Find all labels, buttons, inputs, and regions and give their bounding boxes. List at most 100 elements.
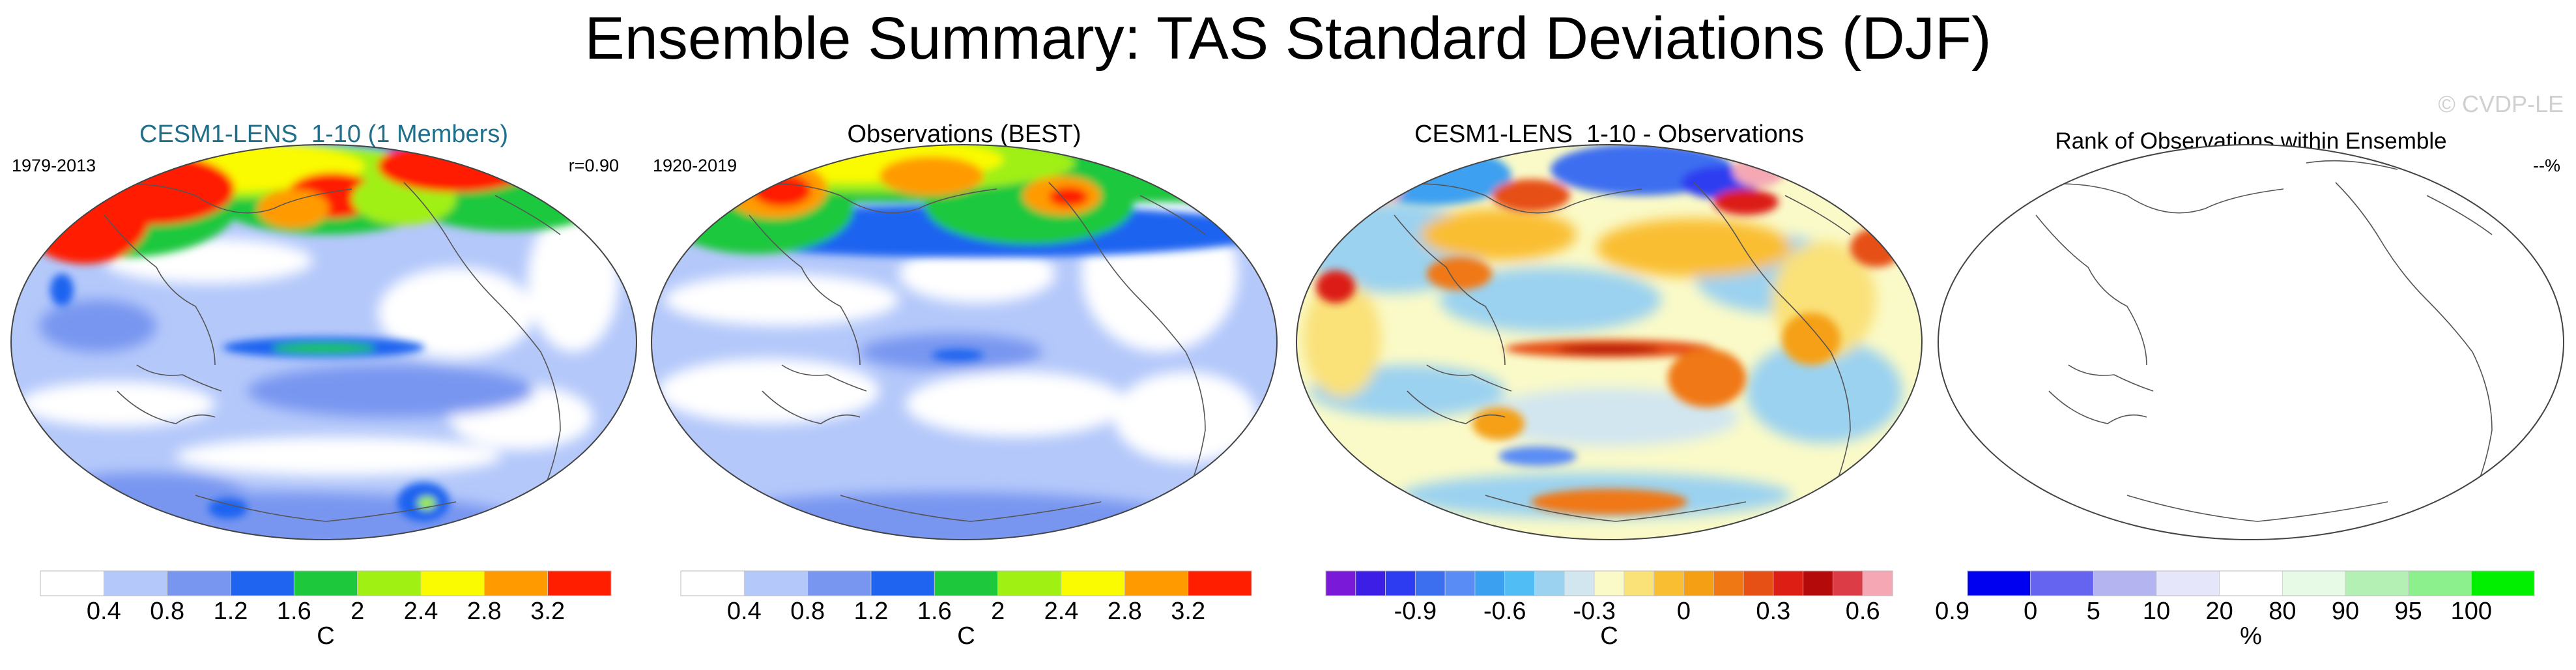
colorbar-tick-label: 95: [2395, 598, 2422, 625]
colorbar-frame: [1967, 570, 2535, 596]
panel-period-label: 1979-2013: [12, 156, 96, 175]
colorbar-tick-label: -0.3: [1573, 598, 1615, 625]
colorbar-unit: %: [2240, 622, 2262, 650]
colorbar-box: [1803, 570, 1833, 596]
colorbar-tick-label: 0.6: [1846, 598, 1880, 625]
colorbar-tick-label: 100: [2451, 598, 2492, 625]
panel-correlation-label: r=0.90: [569, 156, 619, 175]
colorbar-frame: [680, 570, 1252, 596]
colorbar-box: [2093, 570, 2157, 596]
colorbar-box: [2156, 570, 2220, 596]
colorbar-box: [103, 570, 168, 596]
colorbar-tick-label: 2: [991, 598, 1005, 625]
colorbar-tick-label: 0.4: [727, 598, 762, 625]
panel-title: CESM1-LENS_1-10 - Observations: [1414, 121, 1804, 148]
panel-difference: CESM1-LENS_1-10 - Observations: [1296, 121, 1969, 650]
colorbar-box: [1444, 570, 1476, 596]
colorbar-box: [1414, 570, 1446, 596]
map-field: [1938, 145, 2564, 540]
colorbar-unit: C: [317, 622, 334, 650]
colorbar-tick-label: 2.4: [404, 598, 438, 625]
colorbar-box: [1325, 570, 1356, 596]
colorbar-tick-label: 1.2: [214, 598, 248, 625]
colorbar-box: [997, 570, 1062, 596]
colorbar-box: [1833, 570, 1863, 596]
panel-rank-percent-label: --%: [2533, 156, 2560, 175]
colorbar-box: [1967, 570, 2031, 596]
colorbar-box: [547, 570, 612, 596]
colorbar-tick-label: 0.4: [87, 598, 121, 625]
colorbar-tick-label: 2: [351, 598, 364, 625]
map-outline: [1938, 144, 2564, 540]
colorbar: 0.4 0.8 1.2 1.6 2 2.4 2.8 3.2 C: [680, 570, 1252, 650]
colorbar-box: [2282, 570, 2346, 596]
colorbar-box: [680, 570, 745, 596]
colorbar-tick-label: 3.2: [1171, 598, 1205, 625]
colorbar-box: [1594, 570, 1625, 596]
colorbar-tick-label: 5: [2087, 598, 2100, 625]
colorbar-box: [1061, 570, 1125, 596]
colorbar-box: [1624, 570, 1655, 596]
colorbar-box: [2408, 570, 2472, 596]
colorbar-tick-label: 3.2: [530, 598, 565, 625]
colorbar-box: [1355, 570, 1386, 596]
colorbar-box: [483, 570, 549, 596]
colorbar-box: [2470, 570, 2535, 596]
panel-title: Observations (BEST): [848, 121, 1081, 148]
map-outline: [651, 144, 1278, 540]
colorbar: -0.9 -0.6 -0.3 0 0.3 0.6 0.9 C: [1325, 570, 1969, 650]
map-outline: [10, 144, 637, 540]
colorbar-tick-label: 0: [1677, 598, 1691, 625]
colorbar-box: [2345, 570, 2409, 596]
colorbar-box: [1188, 570, 1252, 596]
colorbar-box: [934, 570, 999, 596]
colorbar-tick-label: 1.6: [917, 598, 952, 625]
colorbar-tick-label: 0: [2024, 598, 2037, 625]
panel-title: CESM1-LENS_1-10 (1 Members): [139, 121, 508, 148]
colorbar-box: [870, 570, 935, 596]
colorbar-tick-label: -0.9: [1394, 598, 1437, 625]
figure-title: Ensemble Summary: TAS Standard Deviation…: [584, 5, 1991, 72]
colorbar-tick-label: 80: [2268, 598, 2296, 625]
colorbar-tick-label: 0.9: [1935, 598, 1969, 625]
colorbar-box: [1773, 570, 1804, 596]
colorbar-box: [1504, 570, 1535, 596]
colorbar-tick-label: 2.4: [1044, 598, 1079, 625]
colorbar-unit: C: [1600, 622, 1618, 650]
colorbar-box: [230, 570, 294, 596]
colorbar-tick-label: 1.2: [854, 598, 889, 625]
map-field: [1296, 145, 1922, 540]
colorbar-unit: C: [957, 622, 975, 650]
colorbar-tick-label: 2.8: [467, 598, 502, 625]
colorbar-box: [420, 570, 485, 596]
colorbar-box: [40, 570, 104, 596]
colorbar-tick-label: 1.6: [277, 598, 311, 625]
colorbar-tick-label: 10: [2143, 598, 2170, 625]
colorbar-box: [1385, 570, 1416, 596]
watermark: © CVDP-LE: [2438, 91, 2564, 117]
colorbar-box: [1713, 570, 1744, 596]
colorbar-box: [1474, 570, 1506, 596]
colorbar-tick-label: 90: [2332, 598, 2359, 625]
map-outline: [1296, 144, 1923, 540]
colorbar-frame: [1325, 570, 1893, 596]
colorbar-frame: [40, 570, 612, 596]
colorbar-tick-label: 2.8: [1108, 598, 1142, 625]
colorbar-box: [1653, 570, 1684, 596]
colorbar-box: [807, 570, 872, 596]
colorbar-box: [1862, 570, 1893, 596]
colorbar-box: [1743, 570, 1774, 596]
colorbar-box: [2219, 570, 2283, 596]
colorbar-box: [743, 570, 809, 596]
panel-model-sd: CESM1-LENS_1-10 (1 Members) 1979-2013 r=…: [10, 121, 637, 650]
panel-rank: Rank of Observations within Ensemble --%…: [1938, 128, 2564, 650]
colorbar-box: [1683, 570, 1714, 596]
colorbar-tick-label: -0.6: [1483, 598, 1526, 625]
colorbar: 0.4 0.8 1.2 1.6 2 2.4 2.8 3.2 C: [40, 570, 612, 650]
panel-observations-sd: Observations (BEST) 1920-2019: [651, 121, 1278, 650]
map-field: [651, 145, 1277, 540]
colorbar-tick-label: 0.8: [790, 598, 825, 625]
colorbar-box: [293, 570, 358, 596]
colorbar-box: [167, 570, 231, 596]
